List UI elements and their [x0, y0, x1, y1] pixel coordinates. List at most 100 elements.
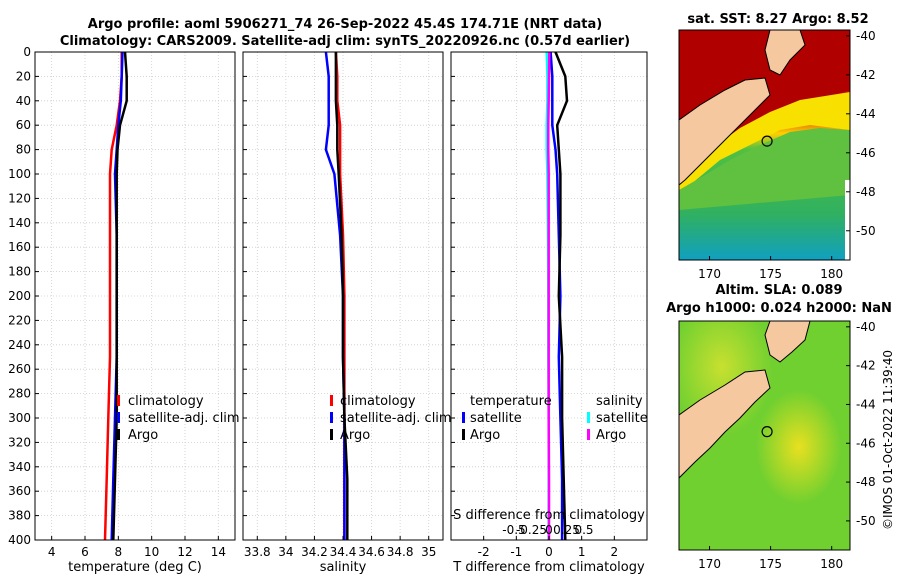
legend-swatch-climatology [117, 395, 120, 406]
map-y-tick-label: -46 [856, 146, 876, 160]
legend-title-temperature: temperature [470, 394, 552, 409]
legend-label-argo: Argo [128, 428, 158, 443]
salinity-diff-tick-label: 0.25 [553, 523, 580, 537]
map-y-tick-label: -48 [856, 475, 876, 489]
legend-swatch-sal-satellite [587, 412, 590, 423]
salinity-panel: 33.8 34 34.2 34.4 34.6 34.8 35 salinity climat… [242, 51, 452, 575]
x-tick-label: 8 [115, 545, 123, 559]
depth-tick-label: 200 [8, 289, 31, 303]
depth-tick-label: 400 [8, 533, 31, 547]
map-x-tick-label: 180 [820, 557, 843, 571]
depth-tick-label: 40 [16, 94, 31, 108]
sst-land-north-island [764, 30, 806, 76]
map-x-tick-label: 170 [698, 557, 721, 571]
depth-tick-label: 100 [8, 167, 31, 181]
difference-salinity-ticks: -0.5-0.250 0.250.5 [502, 523, 593, 537]
depth-tick-label: 280 [8, 387, 31, 401]
depth-tick-label: 260 [8, 362, 31, 376]
series-line-satellite-adj-clim [324, 51, 346, 540]
x-tick-label: 10 [144, 545, 159, 559]
map-x-tick-label: 170 [698, 267, 721, 281]
legend-swatch-temp-argo [462, 429, 465, 440]
salinity-axes-box [242, 51, 444, 541]
map-x-tick-label: 180 [820, 267, 843, 281]
legend-swatch-argo [330, 429, 333, 440]
sla-land-south-island [679, 369, 771, 479]
x-tick-label: 2 [611, 545, 619, 559]
x-tick-label: 1 [578, 545, 586, 559]
depth-tick-label: 340 [8, 460, 31, 474]
sla-map-frame [678, 320, 851, 551]
depth-tick-label: 240 [8, 338, 31, 352]
map-y-tick-label: -42 [856, 68, 876, 82]
x-tick-label: 6 [81, 545, 89, 559]
x-tick-label: -1 [510, 545, 522, 559]
depth-tick-label: 80 [16, 143, 31, 157]
series-line-argo [334, 52, 349, 540]
salinity-xlabel: salinity [320, 560, 367, 575]
map-y-tick-label: -44 [856, 397, 876, 411]
difference-series [545, 51, 569, 541]
sst-map-frame [678, 29, 851, 261]
legend-swatch-sal-argo [587, 429, 590, 440]
map-y-tick-label: -48 [856, 185, 876, 199]
depth-tick-label: 320 [8, 435, 31, 449]
legend-label-sal-satellite: satellite [596, 411, 648, 426]
map-y-tick-label: -42 [856, 359, 876, 373]
x-tick-label: 34.4 [330, 545, 357, 559]
series-line-salinity-argo [547, 51, 551, 540]
salinity-diff-tick-label: -0.25 [516, 523, 547, 537]
sla-map-title-line2: Argo h1000: 0.024 h2000: NaN [666, 301, 892, 316]
sst-land-south-island [679, 77, 771, 186]
legend-label-argo: Argo [340, 428, 370, 443]
temperature-ticks: 0 20 40 60 80 100 120 140 160 180 200 220 240 260 280 3… [8, 45, 226, 559]
sst-yellow-band [679, 92, 850, 195]
salinity-diff-tick-label: 0 [545, 523, 553, 537]
depth-tick-label: 120 [8, 191, 31, 205]
sst-map-field [679, 30, 850, 260]
series-line-temperature-satellite [549, 51, 564, 540]
difference-legend: temperature satellite Argo salinity sate… [462, 394, 648, 443]
salinity-series [324, 51, 349, 540]
depth-tick-label: 20 [16, 69, 31, 83]
figure-title-line1: Argo profile: aoml 5906271_74 26-Sep-202… [88, 17, 602, 32]
temperature-legend: climatology satellite-adj. clim Argo [117, 394, 240, 443]
depth-tick-label: 180 [8, 265, 31, 279]
legend-swatch-argo [117, 429, 120, 440]
x-tick-label: 35 [421, 545, 436, 559]
difference-xlabel: T difference from climatology [452, 560, 645, 575]
legend-swatch-climatology [330, 395, 333, 406]
sst-map-ticks: 170 175 180 -40 -42 -44 -46 -48 -50 [698, 29, 876, 281]
copyright-stamp: ©IMOS 01-Oct-2022 11:39:40 [881, 350, 895, 530]
sst-map-title: sat. SST: 8.27 Argo: 8.52 [687, 12, 868, 27]
sst-green-band [679, 128, 850, 210]
x-tick-label: 4 [48, 545, 56, 559]
x-tick-label: 14 [211, 545, 226, 559]
depth-tick-label: 220 [8, 313, 31, 327]
x-tick-label: 34.8 [387, 545, 414, 559]
sst-float-marker [761, 135, 773, 147]
map-y-tick-label: -50 [856, 224, 876, 238]
temperature-series [103, 51, 128, 541]
difference-axes-box [450, 51, 648, 541]
x-tick-label: 34.2 [301, 545, 328, 559]
temperature-grid [35, 51, 235, 541]
map-x-tick-label: 175 [759, 557, 782, 571]
depth-tick-label: 300 [8, 411, 31, 425]
x-tick-label: 34.6 [358, 545, 385, 559]
legend-label-sal-argo: Argo [596, 428, 626, 443]
sst-no-data [845, 180, 850, 260]
map-y-tick-label: -44 [856, 107, 876, 121]
sst-map-panel: sat. SST: 8.27 Argo: 8.52 170 175 180 -40 -4… [678, 12, 876, 281]
legend-label-satellite-adj: satellite-adj. clim [128, 411, 240, 426]
sla-float-marker [761, 426, 773, 438]
figure-title-line2: Climatology: CARS2009. Satellite-adj cli… [60, 34, 630, 49]
map-x-tick-label: 175 [759, 267, 782, 281]
difference-xlabel-salinity: S difference from climatology [453, 508, 645, 523]
difference-ticks: -2 -1 0 1 2 [451, 51, 619, 559]
series-line-argo [112, 51, 128, 541]
legend-swatch-satellite-adj [330, 412, 333, 423]
legend-label-satellite-adj: satellite-adj. clim [340, 411, 452, 426]
x-tick-label: 33.8 [244, 545, 271, 559]
